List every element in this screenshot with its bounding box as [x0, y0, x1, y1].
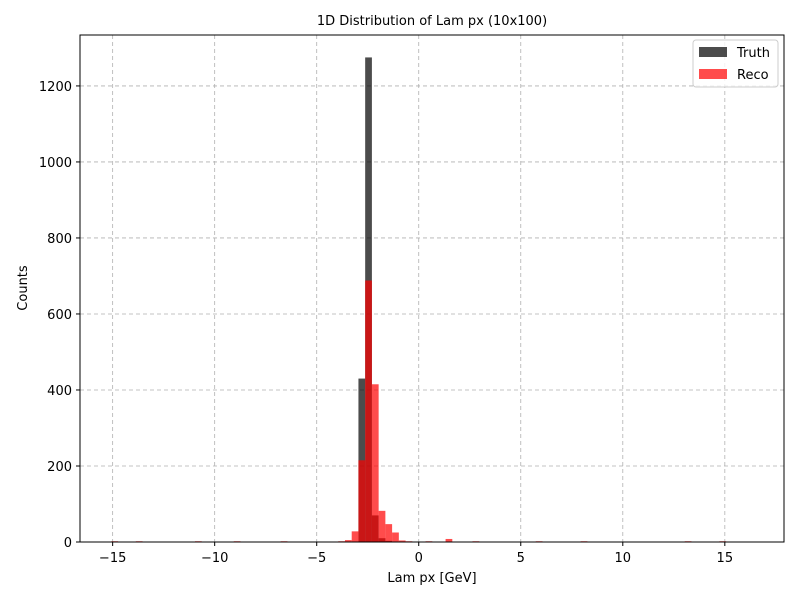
reco-bar [385, 524, 393, 542]
plot-frame [79, 34, 785, 543]
x-tick-label: 10 [615, 551, 632, 566]
legend-label-reco: Reco [737, 68, 769, 83]
reco-bar [445, 538, 453, 542]
y-tick-label: 400 [47, 384, 72, 399]
y-tick-label: 1000 [39, 156, 72, 171]
y-tick-label: 0 [64, 536, 72, 551]
reco-bar [378, 510, 386, 542]
x-axis-label: Lam px [GeV] [387, 571, 476, 586]
y-tick-label: 200 [47, 460, 72, 475]
x-tick-label: −5 [307, 551, 326, 566]
reco-bar [392, 532, 399, 542]
reco-bar [344, 540, 352, 542]
grid-layer [80, 35, 784, 543]
y-tick-label: 1200 [39, 80, 72, 95]
x-tick-label: −10 [201, 551, 228, 566]
legend-swatch-reco [699, 69, 727, 79]
x-tick-label: 15 [717, 551, 734, 566]
reco-bar [371, 384, 379, 542]
x-tick-label: 5 [517, 551, 525, 566]
legend-label-truth: Truth [736, 46, 770, 61]
x-tick-label: 0 [415, 551, 423, 566]
reco-bar [358, 460, 366, 542]
ticks-layer: −15 −10 −5 0 5 10 15 0 200 400 600 800 1000 1200 [39, 80, 733, 566]
y-tick-label: 600 [47, 308, 72, 323]
x-tick-label: −15 [99, 551, 126, 566]
y-tick-label: 800 [47, 232, 72, 247]
reco-bar [365, 280, 372, 542]
reco-bar [398, 540, 406, 542]
chart-title: 1D Distribution of Lam px (10x100) [317, 14, 547, 29]
y-axis-label: Counts [16, 265, 31, 311]
legend-swatch-truth [699, 47, 727, 57]
legend: Truth Reco [692, 39, 779, 88]
reco-bar [351, 531, 359, 542]
